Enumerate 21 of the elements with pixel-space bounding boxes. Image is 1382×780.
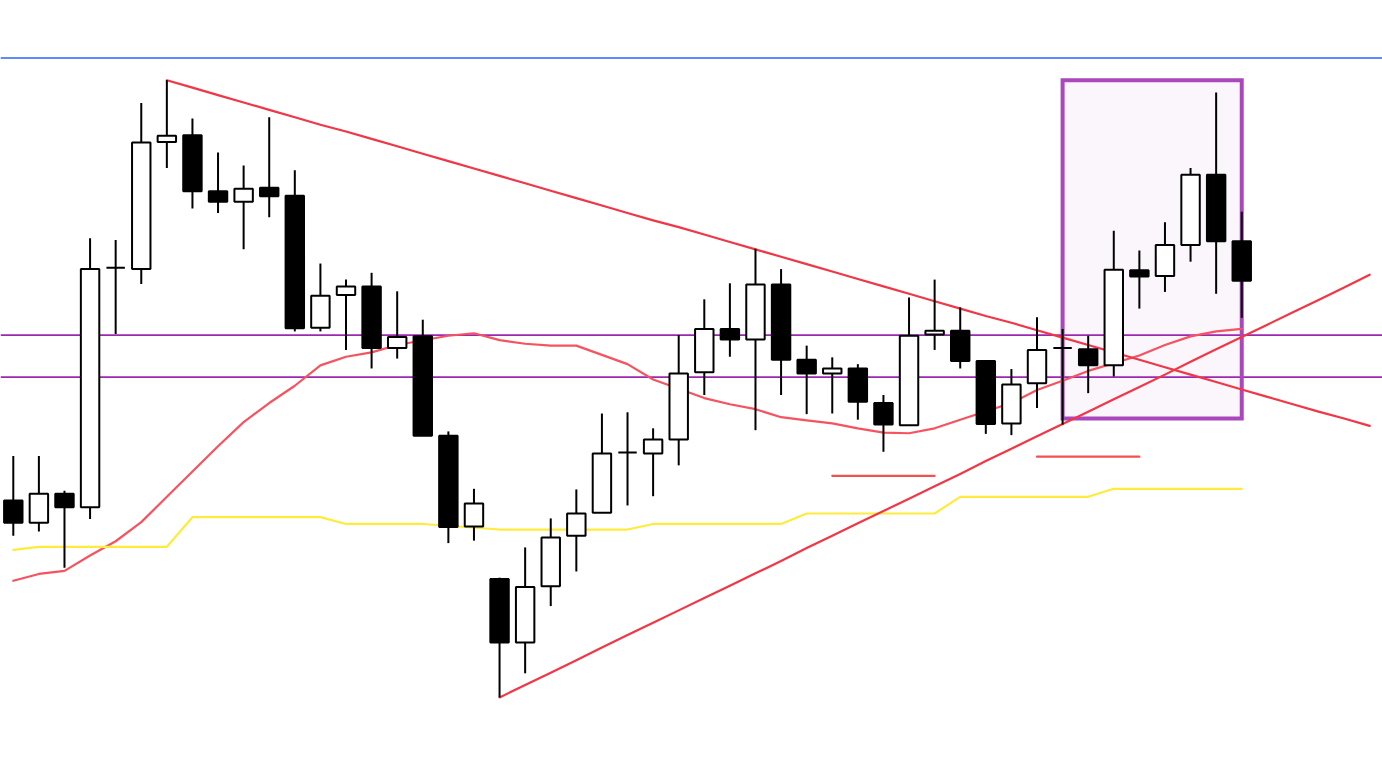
candlestick [1129,249,1150,310]
candlestick [386,290,408,360]
candlestick [924,278,945,351]
candlestick [335,278,357,351]
candlestick [796,344,817,416]
candlestick [3,455,24,537]
candlestick [1077,334,1099,395]
candlestick [719,282,741,358]
candlestick [463,487,485,542]
candlestick [156,79,178,169]
candlestick [873,393,894,453]
candlestick [642,427,664,498]
candlestick [54,489,75,569]
candlestick [566,488,587,573]
candlestick [617,411,638,507]
candlestick [207,151,229,214]
candlestick [259,116,280,219]
candlestick [1052,327,1073,426]
candlestick [105,239,126,335]
candlestick [233,164,254,251]
candlestick [822,356,843,415]
